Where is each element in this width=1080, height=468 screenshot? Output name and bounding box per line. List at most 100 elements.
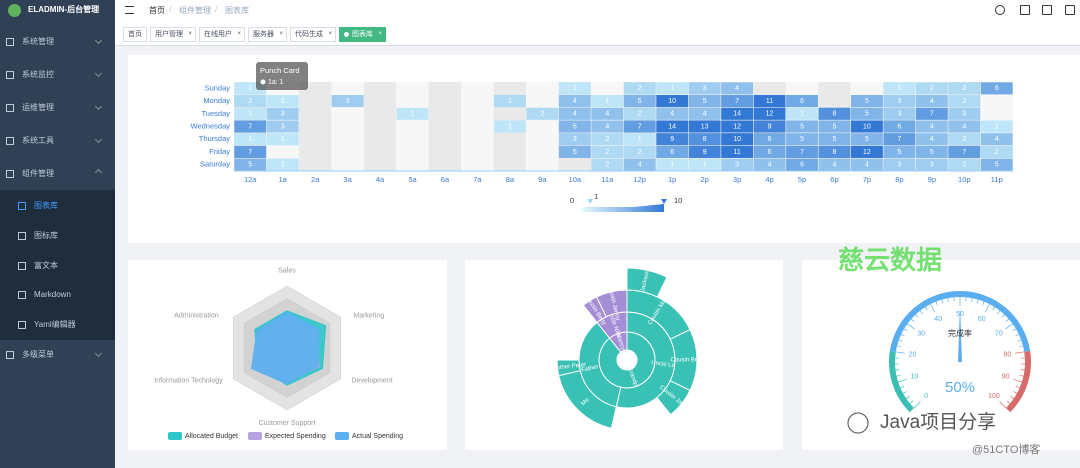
cell-label: 13	[701, 123, 709, 130]
tab[interactable]: 用户管理 ×	[150, 27, 196, 42]
sunburst-label: Me	[581, 397, 592, 408]
separator: /	[169, 5, 172, 14]
menu-item[interactable]: 组件管理	[22, 169, 54, 178]
cell-label: 2	[638, 85, 642, 92]
heat-cell	[558, 82, 591, 95]
toolbar-icon[interactable]	[1042, 5, 1052, 15]
gauge-axis	[889, 291, 1031, 352]
cell-label: 1	[508, 123, 512, 130]
breadcrumb-item[interactable]: 组件管理	[179, 6, 211, 15]
gauge-minor-tick	[999, 401, 1007, 409]
submenu-item[interactable]: 富文本	[34, 260, 58, 270]
heat-cell	[234, 158, 267, 171]
heat-cell	[818, 158, 851, 171]
cell-label: 2	[248, 98, 252, 105]
gauge-minor-tick	[997, 310, 1001, 315]
tab[interactable]: 在线用户 ×	[199, 27, 245, 42]
submenu-item[interactable]: Yaml编辑器	[34, 320, 76, 330]
toolbar-icon[interactable]	[1020, 5, 1030, 15]
radar-area	[251, 311, 320, 385]
heat-cell	[980, 145, 1013, 158]
watermark: Java项目分享	[880, 411, 996, 433]
x-tick-label: 12p	[633, 175, 646, 184]
y-tick-label: Tuesday	[202, 109, 231, 118]
gauge-minor-tick	[896, 345, 902, 348]
heat-cell	[786, 145, 818, 158]
tab[interactable]: 代码生成 ×	[290, 27, 336, 42]
tooltip-title: Punch Card	[260, 66, 300, 75]
heat-cell	[623, 145, 656, 158]
tab-dot	[344, 32, 349, 37]
cell-label: 4	[865, 161, 869, 168]
submenu-item[interactable]: Markdown	[34, 290, 71, 300]
tab[interactable]: 首页	[123, 27, 147, 42]
heat-cell	[396, 107, 429, 120]
heat-cell	[883, 158, 916, 171]
gauge-minor-tick	[895, 369, 900, 371]
tab-close[interactable]: ×	[188, 31, 192, 37]
heat-cell	[266, 107, 299, 120]
cell-label: 6	[800, 161, 804, 168]
heat-cell	[915, 145, 948, 158]
cell-label: 8	[833, 149, 837, 156]
submenu-item[interactable]: 图标库	[34, 230, 58, 240]
hamburger[interactable]	[125, 6, 134, 14]
menu-icon	[6, 351, 14, 359]
tab-close[interactable]: ×	[328, 31, 332, 37]
toolbar-icon[interactable]	[995, 5, 1005, 15]
gauge-tick-label: 70	[995, 331, 1003, 338]
tags-view: 首页 用户管理 × 在线用户 × 服务器 × 代码生成 × 图表库 ×	[115, 22, 1080, 46]
cell-label: 1	[638, 136, 642, 143]
menu-item[interactable]: 多级菜单	[22, 350, 54, 359]
cell-label: 3	[897, 98, 901, 105]
heat-cell	[883, 120, 916, 133]
heat-cell	[818, 120, 851, 133]
gauge-minor-tick	[911, 318, 915, 322]
cell-label: 1	[248, 85, 252, 92]
y-tick-label: Sunday	[205, 83, 231, 92]
x-tick-label: 11p	[991, 175, 1003, 184]
heat-cell	[688, 133, 721, 146]
toolbar-icon[interactable]	[1065, 5, 1075, 15]
menu-item[interactable]: 系统管理	[22, 37, 54, 46]
gauge-minor-tick	[1015, 334, 1019, 337]
cell-label: 3	[281, 123, 285, 130]
x-tick-label: 3a	[343, 175, 352, 184]
submenu-item[interactable]: 图表库	[34, 201, 58, 210]
sunburst-label: Cousin Ben	[670, 358, 701, 364]
tab-close[interactable]: ×	[378, 31, 382, 37]
cell-label: 12	[863, 149, 871, 156]
menu-icon	[6, 137, 14, 145]
cell-label: 2	[638, 111, 642, 118]
heat-cell	[591, 133, 624, 146]
cell-label: 5	[833, 123, 837, 130]
breadcrumb-item: 图表库	[225, 6, 249, 15]
tab[interactable]: 服务器 ×	[248, 27, 287, 42]
cell-label: 4	[930, 123, 934, 130]
y-tick-label: Saturday	[200, 160, 230, 169]
menu-item[interactable]: 系统工具	[22, 136, 54, 145]
cell-label: 1	[605, 98, 609, 105]
tab[interactable]: 图表库 ×	[339, 27, 386, 42]
gauge-minor-tick	[1013, 391, 1018, 394]
cell-label: 7	[962, 149, 966, 156]
menu-item[interactable]: 运维管理	[22, 103, 54, 112]
breadcrumb-item[interactable]: 首页	[149, 6, 165, 15]
gauge-minor-tick	[1005, 318, 1009, 322]
tab-close[interactable]: ×	[237, 31, 241, 37]
sunburst-label: Father	[581, 364, 599, 374]
gauge-minor-tick	[907, 323, 915, 330]
cell-label: 5	[573, 149, 577, 156]
heat-cell	[915, 82, 948, 95]
heat-cell	[266, 120, 299, 133]
cell-label: 4	[573, 98, 577, 105]
heat-cell	[851, 145, 883, 158]
cell-label: 12	[733, 123, 741, 130]
tab-close[interactable]: ×	[279, 31, 283, 37]
legend-swatch	[248, 432, 262, 440]
watermark: @51CTO博客	[972, 442, 1040, 456]
cell-label: 4	[833, 161, 837, 168]
menu-item[interactable]: 系统监控	[22, 70, 54, 79]
cell-label: 5	[930, 149, 934, 156]
watermark-icon	[847, 412, 869, 434]
